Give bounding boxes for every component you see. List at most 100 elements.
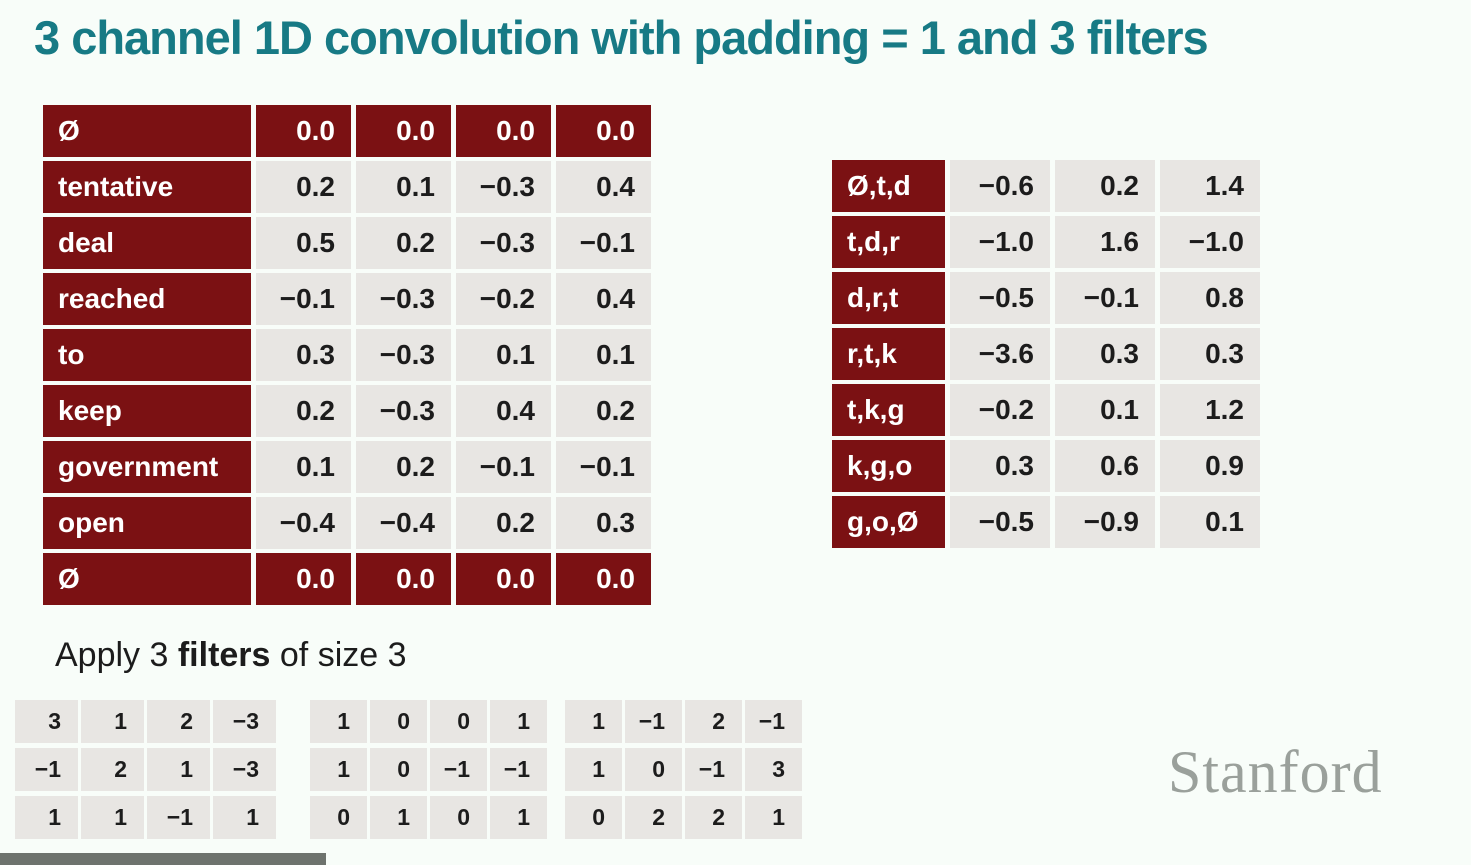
value-cell: 0.4 [556, 161, 651, 213]
stanford-wordmark: Stanford [1168, 739, 1383, 805]
value-cell: 1 [565, 748, 622, 791]
value-cell: −0.4 [256, 497, 351, 549]
value-cell: 0.2 [356, 441, 451, 493]
value-cell: 0.0 [356, 553, 451, 605]
value-cell: 0.2 [256, 385, 351, 437]
value-cell: −1 [490, 748, 547, 791]
value-cell: −1 [430, 748, 487, 791]
value-cell: 0.1 [356, 161, 451, 213]
filter-matrix-3: 1 −1 2 −1 1 0 −1 3 0 2 2 1 [565, 700, 802, 839]
value-cell: 0.8 [1160, 272, 1260, 324]
row-label: government [43, 441, 251, 493]
value-cell: 0.2 [256, 161, 351, 213]
apply-caption-suffix: of size 3 [270, 636, 407, 674]
value-cell: 0 [370, 700, 427, 743]
value-cell: −0.1 [456, 441, 551, 493]
apply-filters-caption: Apply 3 filters of size 3 [55, 636, 407, 675]
value-cell: 0 [310, 796, 367, 839]
value-cell: −1.0 [950, 216, 1050, 268]
value-cell: −0.5 [950, 496, 1050, 548]
value-cell: 0.0 [456, 105, 551, 157]
row-label: Ø [43, 553, 251, 605]
value-cell: −0.2 [950, 384, 1050, 436]
value-cell: 0.6 [1055, 440, 1155, 492]
value-cell: 0 [430, 796, 487, 839]
value-cell: 1 [310, 700, 367, 743]
value-cell: −0.3 [356, 273, 451, 325]
value-cell: 0.1 [1055, 384, 1155, 436]
value-cell: 0.1 [256, 441, 351, 493]
value-cell: 0.5 [256, 217, 351, 269]
row-label: t,k,g [832, 384, 945, 436]
value-cell: 1.4 [1160, 160, 1260, 212]
value-cell: 1 [147, 748, 210, 791]
row-label: Ø [43, 105, 251, 157]
value-cell: 0 [370, 748, 427, 791]
value-cell: −1 [15, 748, 78, 791]
row-label: r,t,k [832, 328, 945, 380]
value-cell: 1 [15, 796, 78, 839]
value-cell: −3.6 [950, 328, 1050, 380]
conv-output-table: Ø,t,d −0.6 0.2 1.4 t,d,r −1.0 1.6 −1.0 d,r,t −0.5… [832, 160, 1260, 548]
value-cell: −0.1 [1055, 272, 1155, 324]
value-cell: −0.4 [356, 497, 451, 549]
row-label: Ø,t,d [832, 160, 945, 212]
slide-title: 3 channel 1D convolution with padding = … [34, 11, 1209, 64]
value-cell: 2 [147, 700, 210, 743]
value-cell: 1.2 [1160, 384, 1260, 436]
row-label: reached [43, 273, 251, 325]
value-cell: 0.1 [456, 329, 551, 381]
value-cell: 0.4 [456, 385, 551, 437]
value-cell: 0.3 [556, 497, 651, 549]
value-cell: 0.3 [1160, 328, 1260, 380]
value-cell: −0.1 [556, 441, 651, 493]
value-cell: −0.3 [356, 385, 451, 437]
value-cell: −3 [213, 700, 276, 743]
value-cell: 0.0 [456, 553, 551, 605]
value-cell: −0.5 [950, 272, 1050, 324]
row-label: d,r,t [832, 272, 945, 324]
value-cell: 1.6 [1055, 216, 1155, 268]
value-cell: −0.1 [556, 217, 651, 269]
value-cell: −0.1 [256, 273, 351, 325]
value-cell: 0.0 [356, 105, 451, 157]
row-label: deal [43, 217, 251, 269]
value-cell: 1 [81, 796, 144, 839]
value-cell: 3 [15, 700, 78, 743]
value-cell: 2 [81, 748, 144, 791]
value-cell: 1 [81, 700, 144, 743]
value-cell: 2 [685, 700, 742, 743]
video-caption-bar [0, 853, 326, 865]
value-cell: −1.0 [1160, 216, 1260, 268]
value-cell: 0.9 [1160, 440, 1260, 492]
value-cell: −0.6 [950, 160, 1050, 212]
value-cell: 0 [625, 748, 682, 791]
value-cell: 0.2 [556, 385, 651, 437]
value-cell: 0.3 [256, 329, 351, 381]
value-cell: 0 [565, 796, 622, 839]
value-cell: −3 [213, 748, 276, 791]
value-cell: 0.0 [256, 553, 351, 605]
value-cell: −0.3 [356, 329, 451, 381]
row-label: k,g,o [832, 440, 945, 492]
value-cell: −0.9 [1055, 496, 1155, 548]
value-cell: 0.1 [1160, 496, 1260, 548]
value-cell: 0.2 [1055, 160, 1155, 212]
value-cell: 0.0 [556, 553, 651, 605]
value-cell: 0.0 [256, 105, 351, 157]
value-cell: −0.3 [456, 161, 551, 213]
value-cell: 0.3 [950, 440, 1050, 492]
value-cell: 1 [565, 700, 622, 743]
value-cell: 1 [310, 748, 367, 791]
filter-matrix-2: 1 0 0 1 1 0 −1 −1 0 1 0 1 [310, 700, 547, 839]
row-label: g,o,Ø [832, 496, 945, 548]
value-cell: 1 [490, 796, 547, 839]
value-cell: 2 [625, 796, 682, 839]
value-cell: 0.2 [456, 497, 551, 549]
value-cell: 2 [685, 796, 742, 839]
value-cell: 0.0 [556, 105, 651, 157]
row-label: tentative [43, 161, 251, 213]
value-cell: −1 [147, 796, 210, 839]
value-cell: 0 [430, 700, 487, 743]
